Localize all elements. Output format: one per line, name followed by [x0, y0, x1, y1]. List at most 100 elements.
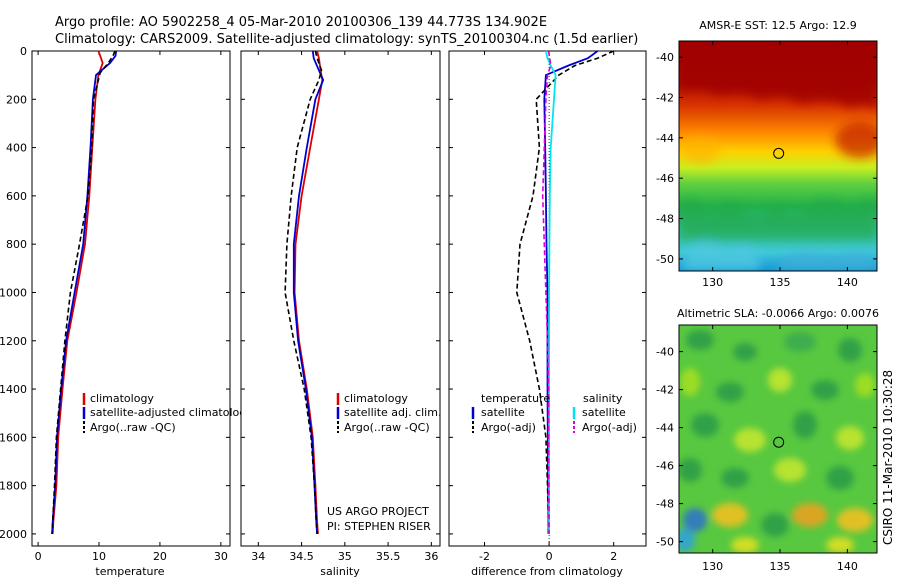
argo-location-marker: [773, 147, 785, 159]
map-y-tick-label: -42: [656, 384, 674, 397]
sla-map-axes: 130 135 140 -40 -42 -44 -46 -48 -50: [656, 325, 877, 573]
salinity-x-axis: 34 34.5 35 35.5 36: [241, 50, 440, 563]
series-line-argo-raw-qc-: [284, 50, 323, 534]
x-tick-label: 35.5: [376, 550, 401, 563]
salinity-axes-box: [240, 50, 441, 547]
sla-texture-blob: [768, 368, 792, 392]
y-tick-label: 800: [6, 238, 27, 251]
y-tick-label: 0: [20, 45, 27, 58]
salinity-panel: 34 34.5 35 35.5 36 salinity climatology sate…: [240, 50, 441, 578]
map-y-tick-label: -42: [656, 91, 674, 104]
series-line-temperature-argo-adj-: [515, 50, 615, 534]
sla-texture-blob: [826, 537, 854, 553]
sst-heatmap: [679, 41, 877, 271]
sla-texture-blob: [792, 503, 828, 527]
sla-texture-blob: [784, 332, 816, 352]
map-y-tick-label: -48: [656, 498, 674, 511]
salinity-xlabel: salinity: [320, 565, 360, 578]
legend-temp-satellite-label: satellite: [481, 406, 525, 419]
sla-texture-blob: [774, 458, 806, 482]
series-line-salinity-argo-adj-: [541, 50, 552, 534]
sla-texture-blob: [683, 508, 707, 532]
legend-temp-argo-label: Argo(-adj): [481, 421, 536, 434]
argo-location-marker: [773, 436, 785, 448]
x-tick-label: 0: [546, 550, 553, 563]
y-tick-label: 1600: [0, 431, 27, 444]
legend-temperature-title: temperature: [481, 392, 550, 405]
sla-texture-blob: [826, 466, 854, 490]
difference-panel: -2 0 2 difference from climatology tempera…: [448, 50, 647, 578]
x-tick-label: 34.5: [289, 550, 314, 563]
map-y-tick-label: -46: [656, 172, 674, 185]
sla-texture-blob: [733, 343, 757, 361]
temperature-panel: 0 200 400 600 800 1000 1200 1400 1600 1800 2000 0 1…: [0, 45, 253, 578]
x-tick-label: 20: [153, 550, 167, 563]
difference-legend: temperature salinity satellite Argo(-adj…: [471, 392, 637, 434]
pi-label: PI: STEPHEN RISER: [327, 520, 431, 533]
map-x-tick-label: 130: [702, 560, 723, 573]
sla-texture-blob: [691, 413, 719, 437]
sla-texture-blob: [712, 503, 748, 527]
legend-climatology-label: climatology: [90, 392, 154, 405]
sla-texture-blob: [680, 368, 700, 396]
sla-texture-blob: [716, 382, 744, 402]
y-tick-label: 200: [6, 93, 27, 106]
map-y-tick-label: -50: [656, 253, 674, 266]
x-tick-label: 0: [35, 550, 42, 563]
y-tick-label: 1000: [0, 286, 27, 299]
sla-texture-blob: [855, 373, 875, 397]
sla-texture-blob: [837, 508, 873, 532]
x-tick-label: 30: [214, 550, 228, 563]
legend-salinity-title: salinity: [583, 392, 623, 405]
project-label: US ARGO PROJECT: [327, 505, 429, 518]
x-tick-label: 35: [338, 550, 352, 563]
series-line-climatology: [51, 50, 104, 534]
legend-sal-argo-label: Argo(-adj): [582, 421, 637, 434]
sla-texture-blob: [734, 428, 766, 452]
y-tick-label: 600: [6, 190, 27, 203]
map-y-tick-label: -44: [656, 132, 674, 145]
map-y-tick-label: -48: [656, 213, 674, 226]
y-tick-label: 1200: [0, 335, 27, 348]
figure-title-line2: Climatology: CARS2009. Satellite-adjuste…: [55, 32, 638, 47]
salinity-legend: climatology satellite adj. clim. Argo(..…: [336, 392, 441, 434]
sst-map-panel: AMSR-E SST: 12.5 Argo: 12.9 130 135 140 -40…: [656, 19, 878, 289]
sla-texture-blob: [679, 528, 695, 552]
sla-texture-blob: [686, 330, 714, 350]
temperature-series: [51, 50, 117, 534]
sla-texture-blob: [836, 426, 864, 450]
legend-satellite-label: satellite adj. clim.: [344, 406, 441, 419]
map-y-tick-label: -40: [656, 51, 674, 64]
y-tick-label: 2000: [0, 528, 27, 541]
figure-title-line1: Argo profile: AO 5902258_4 05-Mar-2010 2…: [55, 15, 547, 30]
legend-argo-label: Argo(..raw -QC): [90, 421, 176, 434]
map-x-tick-label: 140: [837, 560, 858, 573]
difference-series: [515, 50, 615, 534]
temperature-xlabel: temperature: [95, 565, 164, 578]
x-tick-label: 36: [424, 550, 438, 563]
sla-texture-blob: [721, 468, 749, 488]
csiro-timestamp: CSIRO 11-Mar-2010 10:30:28: [881, 370, 895, 545]
sla-texture-blob: [679, 458, 702, 482]
sla-texture-blob: [761, 513, 789, 537]
x-tick-label: 2: [610, 550, 617, 563]
sla-heatmap: [679, 325, 877, 553]
legend-satellite-label: satellite-adjusted climatology: [90, 406, 253, 419]
map-x-tick-label: 130: [702, 276, 723, 289]
legend-sal-satellite-label: satellite: [582, 406, 626, 419]
sla-texture-blob: [811, 380, 839, 400]
sst-map-axes: 130 135 140 -40 -42 -44 -46 -48 -50: [656, 41, 877, 289]
sla-texture-blob: [838, 338, 862, 362]
y-tick-label: 1400: [0, 383, 27, 396]
depth-axis: 0 200 400 600 800 1000 1200 1400 1600 1800 2000: [0, 45, 230, 541]
salinity-series: [284, 50, 325, 534]
y-tick-label: 1800: [0, 480, 27, 493]
sst-map-title: AMSR-E SST: 12.5 Argo: 12.9: [699, 19, 857, 32]
x-tick-label: -2: [479, 550, 490, 563]
sla-map-title: Altimetric SLA: -0.0066 Argo: 0.0076: [677, 307, 879, 320]
temperature-legend: climatology satellite-adjusted climatolo…: [82, 392, 253, 434]
sla-axes-box: [678, 324, 878, 554]
temperature-x-axis: 0 10 20 30: [35, 51, 228, 563]
map-x-tick-label: 140: [837, 276, 858, 289]
sst-axes-box: [678, 40, 878, 272]
